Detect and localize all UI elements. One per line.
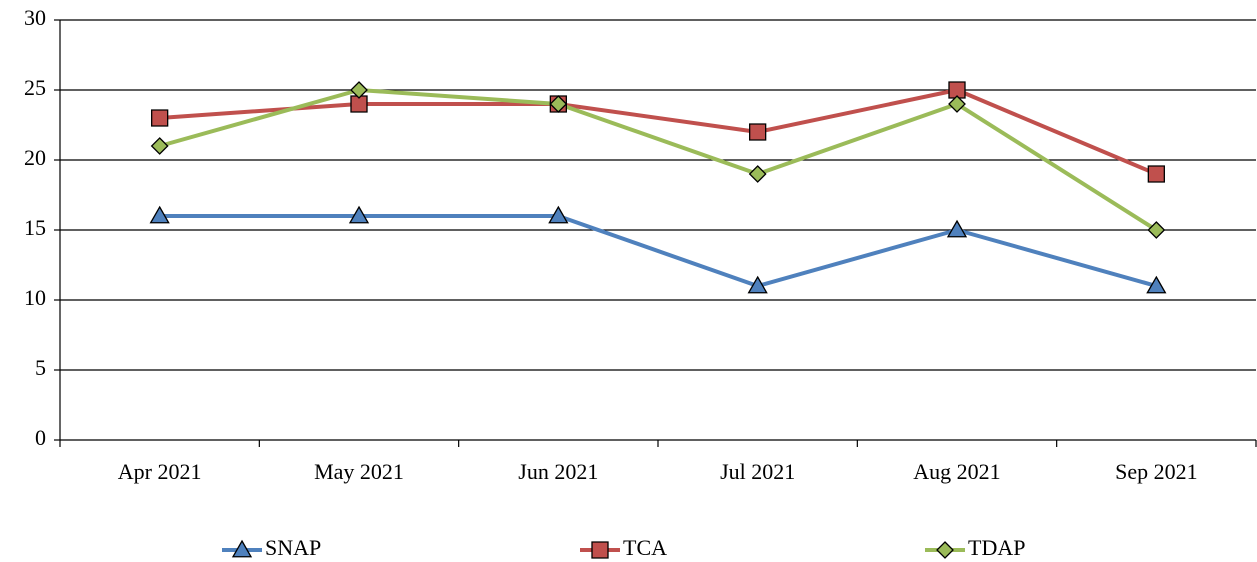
- y-tick-label: 20: [24, 145, 46, 170]
- point: [149, 205, 170, 224]
- x-tick-label: Sep 2021: [1115, 459, 1198, 484]
- y-tick-label: 0: [35, 425, 46, 450]
- y-tick-label: 15: [24, 215, 46, 240]
- y-tick-label: 10: [24, 285, 46, 310]
- series-line: [159, 88, 1158, 176]
- x-tick-label: May 2021: [314, 459, 404, 484]
- point: [948, 95, 966, 113]
- point: [748, 165, 767, 183]
- legend-label: TCA: [623, 535, 667, 560]
- x-tick-label: Apr 2021: [118, 459, 202, 484]
- x-tick-label: Jun 2021: [518, 459, 598, 484]
- point: [946, 219, 968, 238]
- x-tick-label: Jul 2021: [720, 459, 795, 484]
- legend-label: SNAP: [265, 535, 321, 560]
- point: [151, 109, 169, 127]
- y-tick-label: 30: [24, 5, 46, 30]
- point: [747, 275, 768, 294]
- point: [150, 137, 169, 155]
- point: [548, 205, 569, 224]
- legend-marker: [231, 539, 253, 558]
- point: [348, 205, 370, 224]
- point: [948, 81, 966, 99]
- series-line: [159, 214, 1157, 288]
- point: [749, 123, 767, 141]
- x-tick-label: Aug 2021: [913, 459, 1000, 484]
- y-tick-label: 5: [35, 355, 46, 380]
- legend-label: TDAP: [968, 535, 1025, 560]
- y-tick-label: 25: [24, 75, 46, 100]
- point: [1147, 165, 1165, 183]
- series-line: [159, 88, 1158, 232]
- point: [1146, 275, 1167, 294]
- point: [1147, 221, 1166, 239]
- point: [350, 81, 368, 99]
- legend-marker: [591, 541, 609, 559]
- legend-marker: [936, 541, 954, 559]
- point: [549, 95, 568, 113]
